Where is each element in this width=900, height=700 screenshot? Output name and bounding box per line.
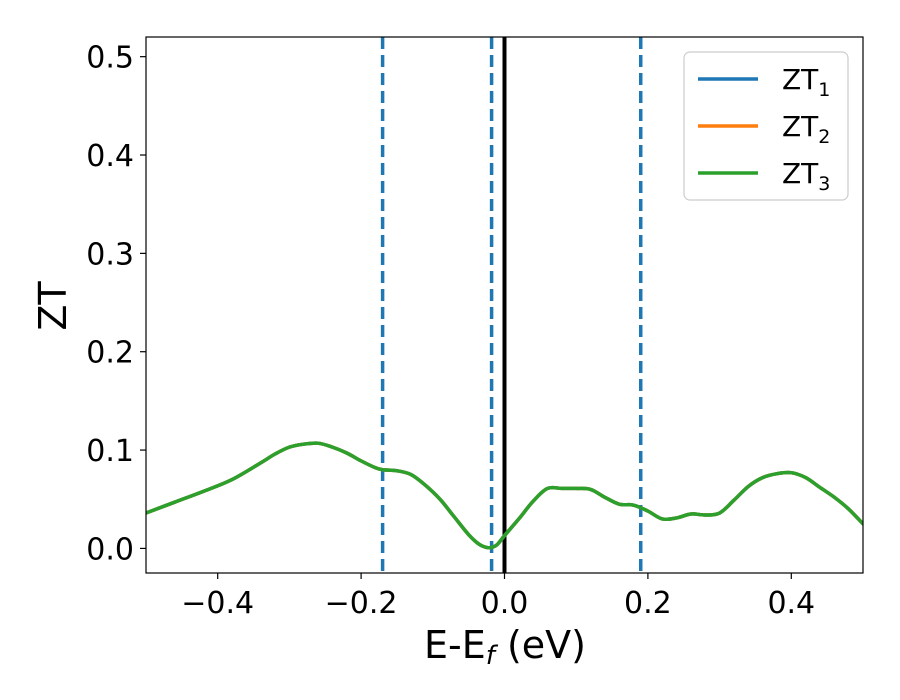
x-tick-label: −0.4 [181,586,254,621]
vertical-reference-lines [380,37,643,573]
series-line-zt3 [146,441,863,550]
legend-label-zt1: ZT1 [782,63,830,101]
legend-box [683,51,849,201]
y-tick-label: 0.5 [86,41,134,76]
x-tick-label: 0.2 [624,586,672,621]
y-tick-label: 0.3 [86,237,134,272]
y-tick-label: 0.2 [86,336,134,371]
y-tick-label: 0.4 [86,139,134,174]
y-axis-label: ZT [31,281,75,331]
y-tick-label: 0.0 [86,532,134,567]
legend-label-zt2: ZT2 [782,110,830,148]
x-tick-label: 0.4 [767,586,815,621]
series-lines [146,441,863,550]
x-axis-label: E-Ef (eV) [424,623,586,671]
y-tick-label: 0.1 [86,434,134,469]
x-axis-label-main: E-E [424,623,486,667]
y-axis-ticks: 0.0 0.1 0.2 0.3 0.4 0.5 [86,41,146,567]
legend-label-zt3: ZT3 [782,157,830,195]
legend: ZT1 ZT2 ZT3 [683,51,849,201]
x-tick-label: 0.0 [481,586,529,621]
x-axis-ticks: −0.4 −0.2 0.0 0.2 0.4 [181,573,815,621]
x-tick-label: −0.2 [325,586,398,621]
x-axis-label-unit: (eV) [495,623,586,667]
